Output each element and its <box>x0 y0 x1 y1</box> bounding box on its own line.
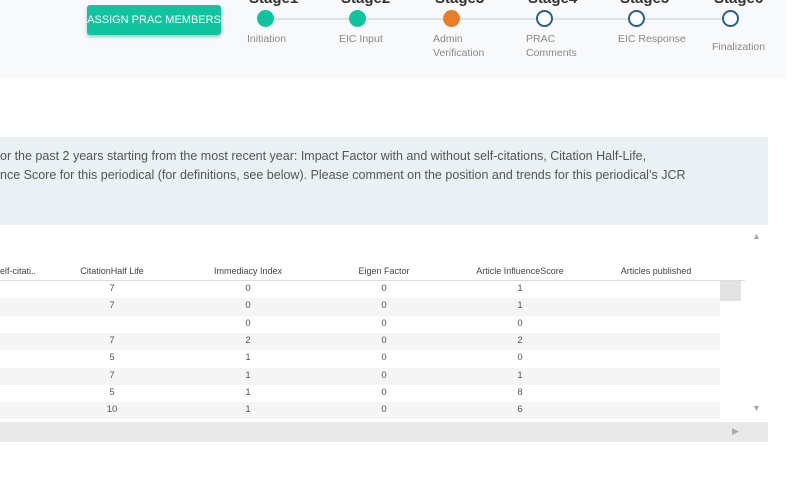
table-cell: 0 <box>517 317 523 329</box>
table-cell: 8 <box>517 386 523 398</box>
stage-name: Stage6 <box>714 0 763 7</box>
table-cell: 0 <box>381 386 387 398</box>
assign-prac-members-button[interactable]: ASSIGN PRAC MEMBERS <box>87 5 221 35</box>
table-cell: 0 <box>381 404 387 416</box>
vertical-scroll-thumb[interactable] <box>720 281 741 301</box>
column-header[interactable]: Articles published <box>620 266 692 276</box>
table-row[interactable]: 5 1 0 0 <box>0 350 720 367</box>
table-cell: 5 <box>109 352 115 364</box>
vertical-scrollbar[interactable]: ▲ ▼ <box>745 225 768 422</box>
table-cell: 6 <box>517 404 523 416</box>
stage-pending-icon <box>536 10 553 27</box>
instructions-line: nce Score for this periodical (for defin… <box>0 168 686 182</box>
stage-track <box>265 18 730 20</box>
scroll-up-icon[interactable]: ▲ <box>752 231 761 241</box>
table-cell: 1 <box>517 369 523 381</box>
table-cell: 0 <box>245 283 251 294</box>
scroll-right-icon[interactable]: ▶ <box>732 426 739 436</box>
table-cell: 7 <box>109 300 115 312</box>
stage-name: Stage2 <box>341 0 390 7</box>
column-header[interactable]: elf-citati.. <box>0 266 37 276</box>
stage-complete-icon <box>257 10 274 27</box>
table-row[interactable]: 0 0 0 <box>0 316 720 333</box>
header-divider <box>0 280 745 281</box>
table-row[interactable]: 10 1 0 6 <box>0 402 720 420</box>
workflow-header: ASSIGN PRAC MEMBERS Stage1 Initiation Sta… <box>0 0 785 78</box>
table-cell: 5 <box>109 386 115 398</box>
table-cell: 0 <box>381 334 387 346</box>
table-cell: 0 <box>381 369 387 381</box>
table-cell: 7 <box>109 369 115 381</box>
grid-body: elf-citati.. CitationHalf Life Immediacy I… <box>0 225 752 422</box>
stage-label: Finalization <box>712 41 766 53</box>
horizontal-scrollbar[interactable]: ▶ <box>0 422 768 442</box>
table-cell: 1 <box>245 386 251 398</box>
table-cell: 0 <box>245 317 251 329</box>
table-cell: 1 <box>245 369 251 381</box>
table-cell: 2 <box>245 334 251 346</box>
instructions-line: or the past 2 years starting from the mo… <box>0 149 647 163</box>
stage-label: EIC Response <box>618 33 686 45</box>
table-cell: 1 <box>517 300 523 312</box>
scroll-down-icon[interactable]: ▼ <box>752 403 761 413</box>
table-row[interactable]: 7 0 0 1 <box>0 298 720 316</box>
table-cell: 0 <box>245 300 251 312</box>
column-header[interactable]: Immediacy Index <box>213 266 283 276</box>
stage-current-icon <box>443 10 460 27</box>
column-header[interactable]: Article InfluenceScore <box>476 266 564 276</box>
stage-complete-icon <box>349 10 366 27</box>
stage-label: PRAC Comments <box>526 33 577 59</box>
table-cell: 0 <box>381 317 387 329</box>
table-cell: 1 <box>245 404 251 416</box>
table-cell: 0 <box>381 283 387 294</box>
table-cell: 1 <box>517 283 523 294</box>
stage-name: Stage4 <box>528 0 577 7</box>
stage-label: EIC Input <box>339 33 383 45</box>
table-cell: 10 <box>106 404 118 416</box>
stage-label: Admin Verification <box>433 33 485 59</box>
stage-name: Stage1 <box>249 0 298 7</box>
stage-name: Stage5 <box>620 0 669 7</box>
table-row[interactable]: 7 2 0 2 <box>0 332 720 351</box>
column-header[interactable]: CitationHalf Life <box>80 266 144 276</box>
column-header[interactable]: Eigen Factor <box>358 266 410 276</box>
table-cell: 1 <box>245 352 251 364</box>
stage-label: Initiation <box>247 33 287 45</box>
table-cell: 0 <box>517 352 523 364</box>
stage-name: Stage3 <box>435 0 484 7</box>
stage-pending-icon <box>722 10 739 27</box>
table-cell: 7 <box>109 334 115 346</box>
metrics-grid: elf-citati.. CitationHalf Life Immediacy I… <box>0 225 768 442</box>
table-row[interactable]: 7 1 0 1 <box>0 367 720 385</box>
instructions-box: or the past 2 years starting from the mo… <box>0 137 768 225</box>
page-margin <box>785 0 800 480</box>
stage-pending-icon <box>628 10 645 27</box>
table-cell: 7 <box>109 283 115 294</box>
table-cell: 2 <box>517 334 523 346</box>
table-cell: 0 <box>381 352 387 364</box>
table-row[interactable]: 5 1 0 8 <box>0 385 720 402</box>
table-cell: 0 <box>381 300 387 312</box>
table-row[interactable]: 7 0 0 1 <box>0 281 720 298</box>
